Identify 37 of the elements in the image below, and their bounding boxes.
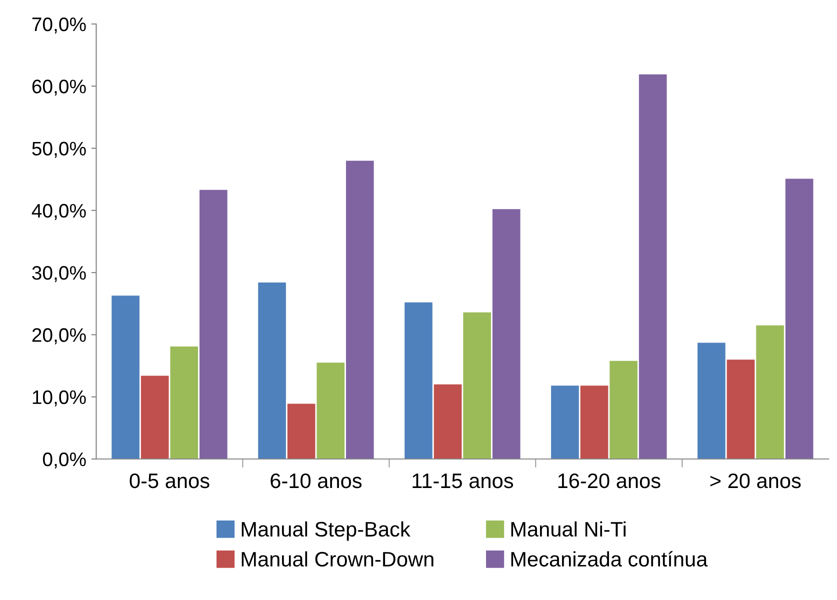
legend-label: Mecanizada contínua: [511, 551, 708, 567]
bar: [580, 386, 608, 459]
bar: [463, 312, 492, 459]
y-tick-label: 60,0%: [32, 80, 86, 96]
x-tick-label: 16-20 anos: [558, 473, 660, 488]
x-tick-label: > 20 anos: [710, 473, 801, 488]
y-tick-label: 30,0%: [32, 266, 86, 282]
bar: [434, 384, 462, 459]
bar: [170, 346, 198, 459]
y-tick-label: 20,0%: [32, 328, 86, 344]
x-tick-label: 6-10 anos: [270, 473, 362, 488]
bar: [258, 282, 286, 459]
bar: [551, 386, 579, 459]
legend-label: Manual Step-Back: [242, 521, 410, 541]
bar: [698, 342, 726, 459]
x-tick-label: 0-5 anos: [130, 473, 210, 488]
bar: [346, 160, 374, 459]
bar: [112, 296, 140, 459]
bar: [287, 404, 316, 459]
bar: [756, 325, 784, 459]
bar: [200, 190, 228, 459]
bar: [638, 74, 667, 459]
bar: [140, 376, 169, 459]
y-tick-label: 70,0%: [32, 17, 86, 34]
y-tick-label: 40,0%: [32, 204, 86, 220]
bar: [610, 360, 638, 459]
bar: [492, 209, 520, 459]
legend-label: Manual Crown-Down: [242, 551, 434, 567]
legend-label: Manual Ni-Ti: [511, 521, 626, 537]
y-tick-label: 10,0%: [32, 390, 86, 406]
y-tick-label: 50,0%: [32, 142, 86, 158]
bar: [404, 302, 432, 459]
x-tick-label: 11-15 anos: [412, 474, 514, 488]
bar: [316, 362, 345, 459]
bar: [726, 360, 755, 459]
y-tick-label: 0,0%: [42, 452, 86, 469]
bar: [785, 178, 814, 459]
